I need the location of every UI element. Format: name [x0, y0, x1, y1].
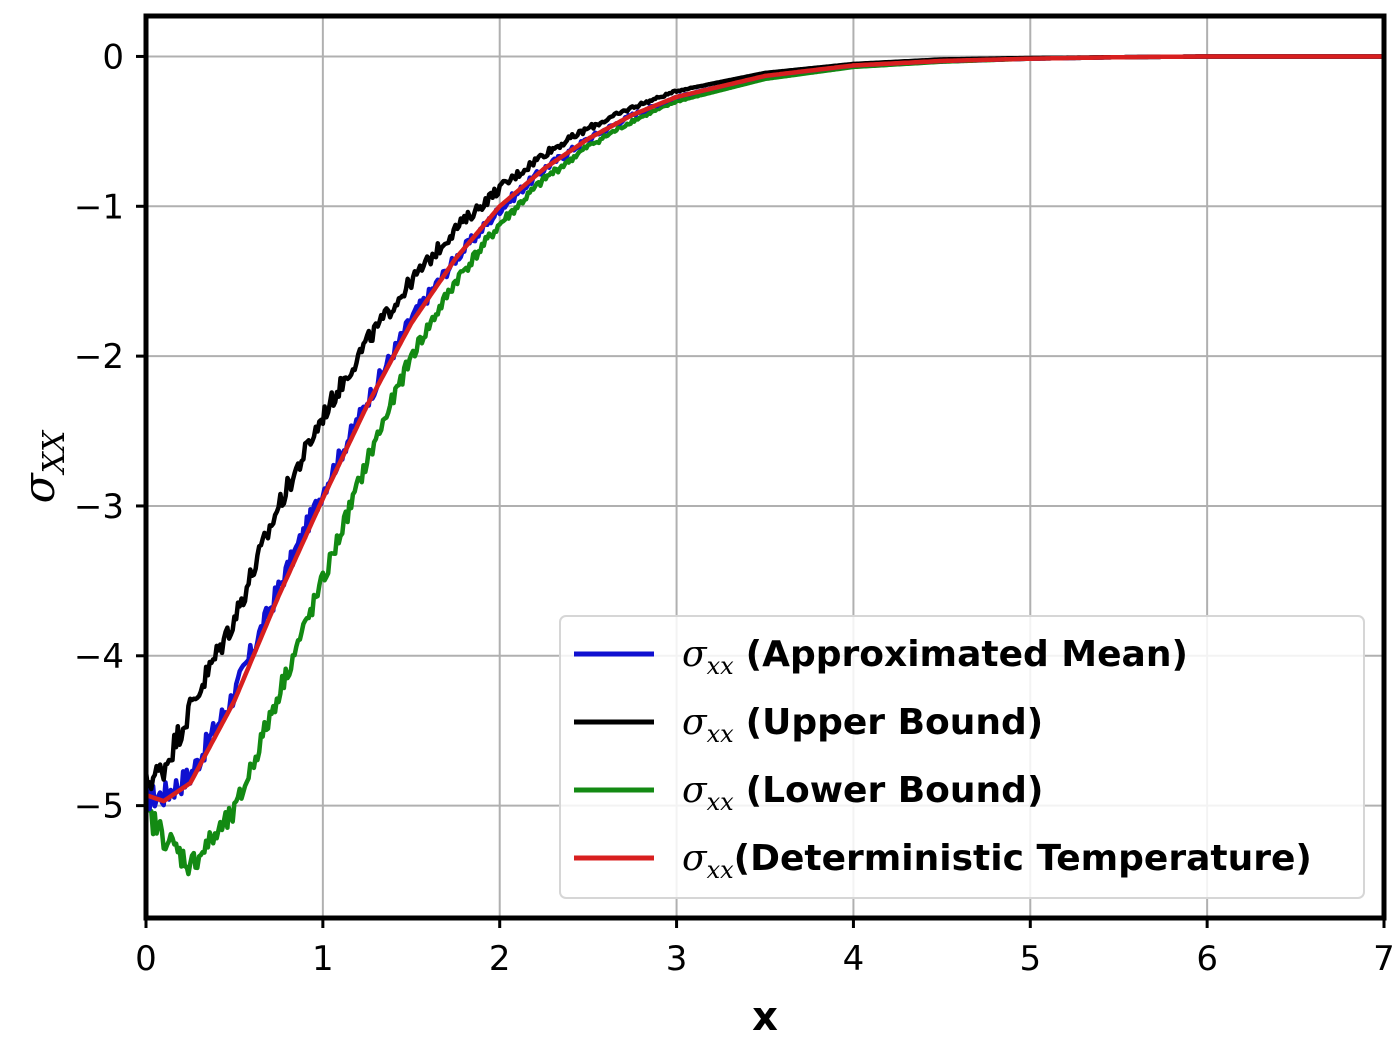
legend: σxx (Approximated Mean) σxx (Upper Bound) σx…	[559, 615, 1365, 899]
y-tick-label: −3	[74, 487, 124, 527]
y-axis-label: σXX	[14, 429, 72, 503]
svg-text:σXX: σXX	[14, 429, 72, 503]
x-tick-label: 5	[1019, 939, 1041, 979]
y-tick-label: −1	[74, 187, 124, 227]
legend-label: σxx (Lower Bound)	[682, 770, 1043, 816]
x-tick-label: 4	[843, 939, 865, 979]
x-tick-label: 1	[312, 939, 334, 979]
x-tick-label: 0	[135, 939, 157, 979]
y-tick-label: −2	[74, 337, 124, 377]
y-tick-label: −5	[74, 787, 124, 827]
plot-frame	[143, 13, 1387, 921]
legend-box	[559, 615, 1365, 899]
x-tick-label: 2	[489, 939, 511, 979]
y-axis: 0 −1 −2 −3 −4 −5	[74, 37, 146, 827]
series-line	[145, 54, 1385, 804]
y-tick-label: −4	[74, 637, 124, 677]
legend-label: σxx (Approximated Mean)	[682, 634, 1188, 680]
y-tick-label: 0	[102, 37, 124, 77]
legend-label: σxx (Upper Bound)	[682, 702, 1043, 748]
legend-label: σxx(Deterministic Temperature)	[682, 838, 1312, 884]
x-tick-label: 3	[666, 939, 688, 979]
x-axis-label: x	[752, 994, 778, 1040]
x-tick-label: 6	[1196, 939, 1218, 979]
series-layer	[143, 54, 1385, 877]
x-tick-label: 7	[1373, 939, 1395, 979]
x-axis: 0 1 2 3 4 5 6 7	[135, 918, 1395, 979]
